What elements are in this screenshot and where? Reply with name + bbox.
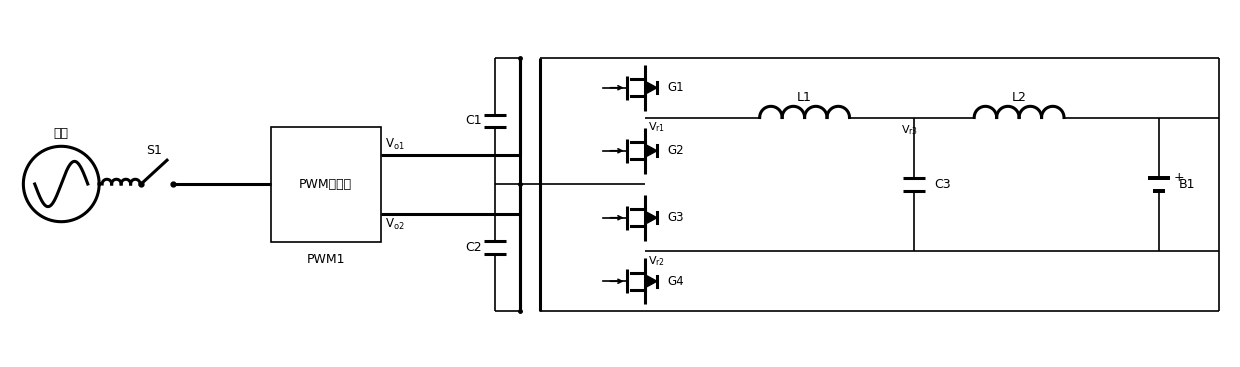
Text: $\mathregular{V_{r2}}$: $\mathregular{V_{r2}}$	[649, 254, 665, 268]
Text: G4: G4	[667, 275, 683, 288]
Text: C2: C2	[465, 241, 481, 254]
Text: PWM整流器: PWM整流器	[299, 178, 352, 191]
Text: C1: C1	[465, 115, 481, 127]
Text: $\mathregular{V_{o1}}$: $\mathregular{V_{o1}}$	[384, 137, 404, 152]
Polygon shape	[647, 212, 657, 223]
Text: 电网: 电网	[53, 127, 68, 140]
Text: S1: S1	[146, 144, 162, 157]
Text: $\mathregular{V_{r1}}$: $\mathregular{V_{r1}}$	[649, 120, 665, 134]
Text: G3: G3	[667, 211, 683, 224]
Text: +: +	[1174, 171, 1184, 184]
Text: PWM1: PWM1	[306, 253, 345, 266]
Text: G1: G1	[667, 81, 683, 94]
Text: L2: L2	[1012, 91, 1027, 104]
Polygon shape	[647, 276, 657, 287]
Text: $\mathregular{V_{o2}}$: $\mathregular{V_{o2}}$	[384, 217, 404, 232]
Polygon shape	[647, 145, 657, 156]
Text: $\mathregular{V_{r3}}$: $\mathregular{V_{r3}}$	[900, 124, 918, 137]
Text: L1: L1	[797, 91, 812, 104]
Text: C3: C3	[934, 178, 951, 191]
Text: B1: B1	[1179, 178, 1195, 191]
Bar	[270, 127, 381, 241]
Polygon shape	[647, 82, 657, 93]
Text: G2: G2	[667, 144, 683, 157]
